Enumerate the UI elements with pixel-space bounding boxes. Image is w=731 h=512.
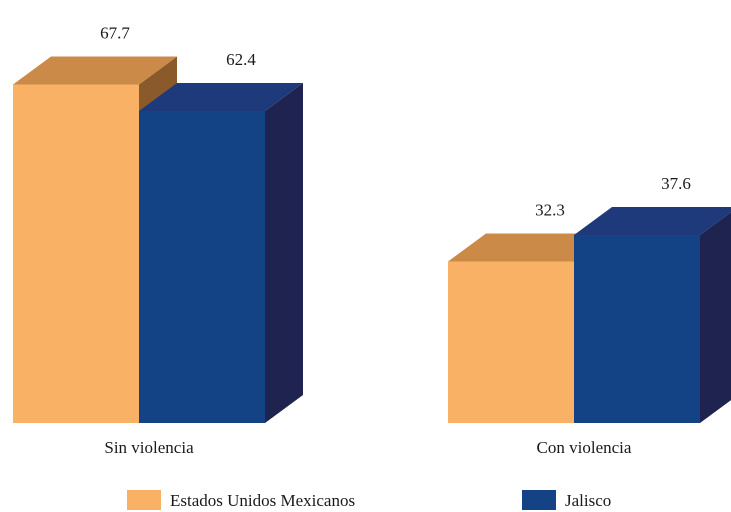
bar-jalisco-0 xyxy=(139,83,303,423)
category-label: Con violencia xyxy=(537,438,632,457)
legend-label: Estados Unidos Mexicanos xyxy=(170,491,355,510)
bar-side-face xyxy=(265,83,303,423)
legend: Estados Unidos Mexicanos Jalisco xyxy=(127,490,611,510)
bar-top-face xyxy=(13,56,177,85)
bar-top-face xyxy=(574,207,731,235)
legend-item: Jalisco xyxy=(522,490,611,510)
bar-jalisco-1 xyxy=(574,207,731,423)
value-labels-layer: 67.7 62.4 32.3 37.6 xyxy=(100,24,691,220)
data-label: 32.3 xyxy=(535,201,565,220)
legend-swatch xyxy=(522,490,556,510)
bar-front-face xyxy=(13,84,139,423)
bar-top-face xyxy=(448,233,612,262)
bar-side-face xyxy=(700,212,731,423)
bar-front-face xyxy=(448,261,574,423)
legend-item: Estados Unidos Mexicanos xyxy=(127,490,355,510)
data-label: 67.7 xyxy=(100,24,130,43)
data-label: 37.6 xyxy=(661,174,691,193)
bar-front-face xyxy=(574,235,700,423)
bar-front-face xyxy=(139,111,265,423)
category-label: Sin violencia xyxy=(104,438,194,457)
category-labels-layer: Sin violencia Con violencia xyxy=(104,438,632,457)
data-label: 62.4 xyxy=(226,50,256,69)
legend-swatch xyxy=(127,490,161,510)
bar-top-face xyxy=(139,83,303,111)
bars-layer xyxy=(13,56,731,423)
legend-label: Jalisco xyxy=(565,491,611,510)
